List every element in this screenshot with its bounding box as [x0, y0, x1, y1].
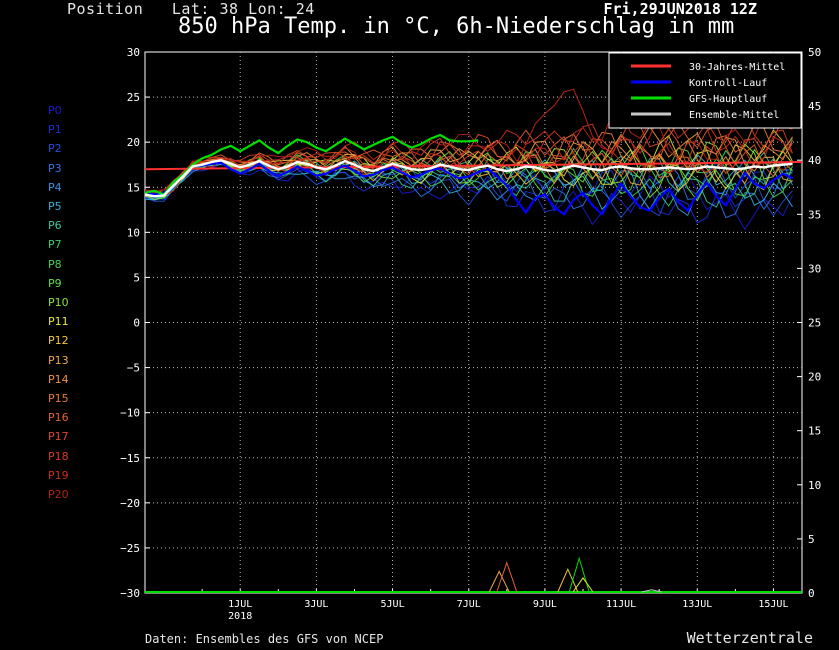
- y-right-tick-label: 15: [808, 425, 821, 438]
- member-label-p10: P10: [48, 296, 69, 309]
- member-label-p14: P14: [48, 372, 69, 386]
- member-line-p19: [145, 113, 793, 194]
- x-tick-label: 3JUL: [304, 599, 328, 610]
- position-header: Position Lat: 38 Lon: 24: [67, 0, 315, 18]
- x-tick-label: 9JUL: [533, 599, 557, 610]
- precip-spike: [488, 570, 510, 593]
- x-tick-label: 15JUL: [758, 599, 788, 610]
- legend-label: GFS-Hauptlauf: [689, 94, 767, 105]
- member-label-p9: P9: [48, 276, 62, 290]
- x-tick-label: 1JUL: [228, 599, 252, 610]
- member-label-p16: P16: [48, 411, 69, 425]
- y-left-tick-label: 15: [127, 181, 140, 194]
- member-label-p0: P0: [48, 104, 62, 117]
- member-label-p15: P15: [48, 392, 69, 405]
- member-line-p6: [145, 155, 793, 208]
- y-right-tick-label: 45: [808, 100, 821, 113]
- y-right-tick-label: 0: [808, 587, 815, 600]
- y-left-tick-label: −10: [120, 407, 140, 420]
- legend-label: Ensemble-Mittel: [689, 110, 779, 121]
- y-right-tick-label: 10: [808, 479, 821, 492]
- y-left-tick-label: −5: [127, 362, 140, 375]
- member-label-p5: P5: [48, 200, 62, 213]
- member-label-p13: P13: [48, 353, 69, 367]
- ensemble-mean-line: [145, 158, 793, 198]
- x-tick-label: 11JUL: [606, 599, 636, 610]
- y-left-tick-label: −30: [120, 587, 140, 600]
- y-left-tick-label: 30: [127, 46, 140, 59]
- member-label-p2: P2: [48, 142, 62, 156]
- member-label-p4: P4: [48, 180, 62, 194]
- x-year-label: 2018: [228, 611, 252, 622]
- member-line-p15: [145, 123, 793, 197]
- precip-spike: [496, 561, 518, 593]
- y-left-tick-label: 25: [127, 91, 140, 104]
- y-right-tick-label: 5: [808, 533, 815, 546]
- member-label-p3: P3: [48, 161, 62, 175]
- precip-spike: [568, 556, 590, 593]
- y-right-tick-label: 25: [808, 317, 821, 330]
- y-left-tick-label: 5: [133, 271, 140, 284]
- legend-label: 30-Jahres-Mittel: [689, 62, 785, 73]
- run-datetime: Fri,29JUN2018 12Z: [603, 0, 757, 18]
- y-left-tick-label: 10: [127, 226, 140, 239]
- chart-title: 850 hPa Temp. in °C, 6h-Niederschlag in …: [178, 14, 735, 39]
- y-right-tick-label: 40: [808, 154, 821, 167]
- precip-spike: [557, 567, 579, 593]
- x-tick-label: 5JUL: [381, 599, 405, 610]
- precip-spike: [572, 577, 594, 593]
- member-label-p1: P1: [48, 123, 62, 137]
- control-run-line: [145, 161, 793, 217]
- legend-label: Kontroll-Lauf: [689, 78, 767, 89]
- y-left-tick-label: 0: [133, 317, 140, 330]
- precip-spike: [641, 589, 662, 593]
- member-label-p18: P18: [48, 449, 69, 463]
- y-left-tick-label: −25: [120, 542, 140, 555]
- y-right-tick-label: 30: [808, 262, 821, 275]
- member-label-p7: P7: [48, 238, 62, 252]
- member-label-p11: P11: [48, 315, 69, 329]
- y-right-tick-label: 35: [808, 208, 821, 221]
- member-label-p19: P19: [48, 468, 69, 482]
- member-label-p20: P20: [48, 488, 69, 501]
- member-label-p12: P12: [48, 334, 69, 348]
- y-left-tick-label: −20: [120, 497, 140, 510]
- gfs-main-run-line: [145, 133, 479, 196]
- y-left-tick-label: 20: [127, 136, 140, 149]
- climatology-line: [144, 161, 803, 171]
- member-label-p8: P8: [48, 257, 62, 271]
- member-label-p17: P17: [48, 430, 69, 444]
- y-right-tick-label: 20: [808, 371, 821, 384]
- x-tick-label: 13JUL: [682, 599, 712, 610]
- member-line-p20: [145, 106, 793, 191]
- brand-label: Wetterzentrale: [686, 629, 813, 647]
- x-tick-label: 7JUL: [457, 599, 481, 610]
- member-label-p6: P6: [48, 219, 62, 233]
- member-line-p18: [145, 114, 793, 197]
- data-source-note: Daten: Ensembles des GFS von NCEP: [145, 632, 384, 646]
- y-left-tick-label: −15: [120, 452, 140, 465]
- y-right-tick-label: 50: [808, 46, 821, 59]
